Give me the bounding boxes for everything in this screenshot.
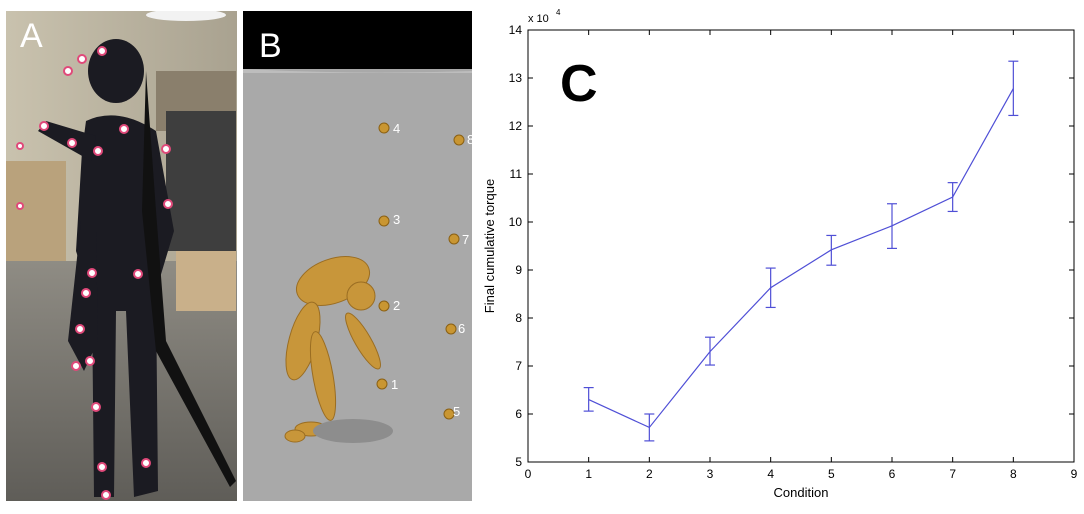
y-axis-ticks: 5 6 7 8 9 10 11 12 13 14	[509, 23, 1074, 469]
panel-c-letter: C	[560, 55, 598, 113]
y-tick-label: 8	[515, 311, 522, 325]
plot-area-frame	[527, 29, 1075, 463]
x-tick-label: 5	[828, 467, 835, 481]
mocap-markers	[16, 46, 173, 500]
y-tick-label: 11	[510, 167, 523, 181]
avatar-figure	[284, 256, 381, 443]
x-axis-ticks: 0 1 2 3 4 5 6 7 8 9	[525, 30, 1078, 481]
y-tick-label: 13	[509, 71, 523, 85]
x-tick-label: 1	[585, 467, 592, 481]
x-tick-label: 7	[949, 467, 956, 481]
series-group	[583, 60, 1019, 442]
x-tick-label: 0	[525, 467, 532, 481]
target-label-1: 1	[391, 377, 398, 392]
x-axis-label: Condition	[774, 485, 829, 500]
target-label-3: 3	[393, 212, 400, 227]
series-line	[588, 88, 1014, 429]
target-label-5: 5	[453, 404, 460, 419]
target-label-4: 4	[393, 121, 400, 136]
x-tick-label: 9	[1071, 467, 1078, 481]
y-tick-label: 10	[509, 215, 523, 229]
x-tick-label: 6	[889, 467, 896, 481]
target-label-6: 6	[458, 321, 465, 336]
y-tick-label: 9	[515, 263, 522, 277]
panel-b-letter: B	[259, 27, 282, 65]
x-tick-label: 4	[767, 467, 774, 481]
y-tick-label: 12	[509, 119, 523, 133]
x-tick-label: 8	[1010, 467, 1017, 481]
target-spheres	[376, 122, 465, 420]
axis-exponent-base: x 10	[528, 13, 549, 25]
target-label-7: 7	[462, 232, 469, 247]
target-label-8: 8	[467, 132, 472, 147]
simulation-render-panel: 1 2 3 4 5 6 7 8 B	[243, 11, 472, 501]
axis-exponent-power: 4	[556, 8, 561, 17]
x-tick-label: 3	[707, 467, 714, 481]
y-tick-label: 6	[515, 407, 522, 421]
mocap-photo-panel: A	[6, 11, 237, 501]
y-tick-label: 14	[509, 23, 523, 37]
y-tick-label: 5	[515, 455, 522, 469]
target-label-2: 2	[393, 298, 400, 313]
y-axis-label: Final cumulative torque	[482, 179, 497, 313]
y-tick-label: 7	[515, 359, 522, 373]
panel-a-letter: A	[20, 17, 43, 55]
x-tick-label: 2	[646, 467, 653, 481]
